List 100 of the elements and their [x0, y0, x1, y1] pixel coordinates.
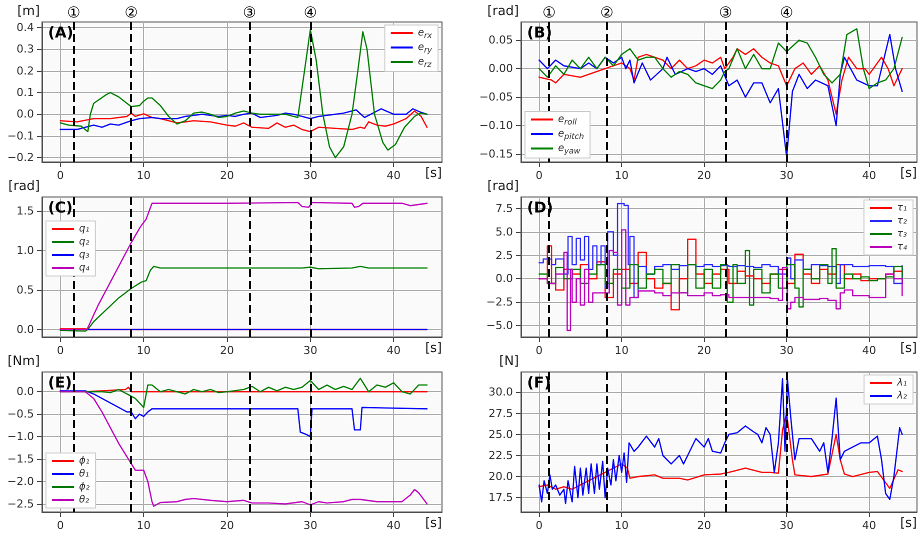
- x-tick-label: 10: [614, 519, 629, 532]
- y-tick-label: 0.0: [16, 108, 34, 121]
- legend-label: q₃: [79, 250, 90, 260]
- legend-label: ϕ₁: [79, 456, 90, 466]
- x-tick-label: 0: [536, 519, 543, 532]
- ref-line-label: ①: [66, 4, 80, 22]
- ref-line-label: ②: [124, 4, 138, 22]
- x-tick-label: 20: [220, 169, 234, 182]
- y-axis-title: [rad]: [8, 179, 40, 194]
- y-tick-label: 0.2: [16, 64, 34, 78]
- legend-label: θ₁: [79, 468, 90, 480]
- x-tick-label: 0: [56, 344, 64, 357]
- x-tick-label: 30: [303, 169, 318, 182]
- x-tick-label: 30: [780, 169, 794, 182]
- y-tick-label: −2.5: [486, 296, 513, 309]
- y-tick-label: 0.3: [16, 42, 34, 56]
- y-tick-label: 25.0: [488, 428, 513, 441]
- y-tick-label: 0.1: [16, 86, 34, 100]
- x-tick-label: 30: [303, 519, 318, 532]
- y-axis-title: [rad]: [487, 4, 519, 19]
- x-tick-label: 20: [697, 519, 712, 532]
- legend-label: τ₂: [896, 216, 907, 226]
- y-tick-label: −0.2: [7, 151, 34, 164]
- legend-label: τ₃: [896, 228, 907, 240]
- ref-line-label: ④: [304, 4, 318, 22]
- x-axis-title: [s]: [900, 516, 917, 531]
- x-tick-label: 40: [386, 344, 401, 357]
- legend-label: q₄: [79, 262, 90, 274]
- y-tick-label: −2.5: [7, 497, 34, 510]
- x-tick-label: 40: [386, 169, 401, 182]
- y-tick-label: 1.5: [16, 204, 34, 218]
- ref-line-label: ③: [718, 4, 732, 22]
- x-tick-label: 10: [136, 169, 151, 182]
- x-tick-label: 40: [862, 519, 876, 532]
- y-tick-label: −0.5: [7, 408, 34, 421]
- y-tick-label: −1.0: [7, 430, 34, 444]
- ref-line-label: ①: [542, 4, 556, 22]
- y-tick-label: 0.0: [496, 272, 513, 286]
- legend-label: θ₂: [79, 494, 90, 506]
- legend-label: λ₁: [896, 378, 908, 388]
- ref-line-label: ③: [242, 4, 256, 22]
- legend-label: q₂: [79, 236, 90, 248]
- legend-label: τ₄: [896, 242, 907, 252]
- y-tick-label: −0.15: [479, 148, 513, 161]
- y-tick-label: 0.00: [488, 62, 513, 76]
- x-tick-label: 0: [56, 169, 64, 182]
- y-axis-title: [m]: [17, 4, 40, 19]
- legend-label: q₁: [79, 224, 90, 234]
- x-tick-label: 10: [614, 344, 629, 357]
- y-tick-label: 0.05: [488, 34, 513, 47]
- x-tick-label: 0: [56, 519, 64, 532]
- x-tick-label: 20: [697, 169, 712, 182]
- y-tick-label: −0.10: [479, 119, 513, 132]
- x-tick-label: 30: [303, 344, 318, 357]
- x-tick-label: 20: [697, 344, 712, 357]
- legend-label: τ₁: [896, 202, 907, 214]
- x-tick-label: 20: [220, 344, 234, 357]
- x-tick-label: 40: [862, 169, 876, 182]
- y-tick-label: 17.5: [488, 491, 513, 504]
- y-tick-label: −1.5: [7, 452, 34, 466]
- chart-title: (A): [48, 24, 74, 42]
- x-axis-title: [s]: [425, 516, 442, 531]
- x-tick-label: 0: [536, 169, 543, 182]
- y-tick-label: 2.5: [496, 248, 513, 262]
- y-tick-label: 0.0: [16, 323, 34, 336]
- y-tick-label: 0.5: [16, 284, 34, 297]
- y-tick-label: 5.0: [496, 225, 513, 238]
- legend-label: λ₂: [896, 390, 908, 402]
- chart-title: (C): [48, 198, 73, 216]
- y-tick-label: −5.0: [486, 319, 513, 332]
- x-tick-label: 10: [136, 344, 151, 357]
- y-tick-label: 0.0: [16, 385, 34, 398]
- x-axis-title: [s]: [900, 341, 917, 356]
- y-axis-title: [N]: [499, 354, 519, 369]
- x-tick-label: 0: [536, 344, 543, 357]
- y-tick-label: 7.5: [496, 202, 513, 215]
- y-tick-label: −0.1: [7, 129, 34, 142]
- x-axis-title: [s]: [425, 166, 442, 181]
- y-tick-label: −0.05: [479, 90, 513, 104]
- x-tick-label: 20: [220, 519, 234, 532]
- y-tick-label: 20.0: [488, 470, 513, 484]
- x-tick-label: 30: [780, 344, 794, 357]
- y-tick-label: 0.4: [16, 20, 34, 34]
- x-tick-label: 30: [780, 519, 794, 532]
- y-tick-label: 22.5: [488, 448, 513, 462]
- legend-label: ϕ₂: [79, 482, 90, 492]
- x-axis-title: [s]: [425, 341, 442, 356]
- x-tick-label: 40: [862, 344, 876, 357]
- y-tick-label: 30.0: [488, 386, 513, 399]
- y-tick-label: −2.0: [7, 474, 34, 488]
- y-tick-label: 1.0: [16, 244, 34, 258]
- x-tick-label: 10: [136, 519, 151, 532]
- y-axis-title: [rad]: [487, 179, 519, 194]
- x-tick-label: 10: [614, 169, 629, 182]
- ref-line-label: ④: [780, 4, 794, 22]
- chart-title: (E): [48, 374, 72, 392]
- x-axis-title: [s]: [900, 166, 917, 181]
- y-tick-label: 27.5: [488, 406, 513, 420]
- y-axis-title: [Nm]: [7, 354, 40, 369]
- x-tick-label: 40: [386, 519, 401, 532]
